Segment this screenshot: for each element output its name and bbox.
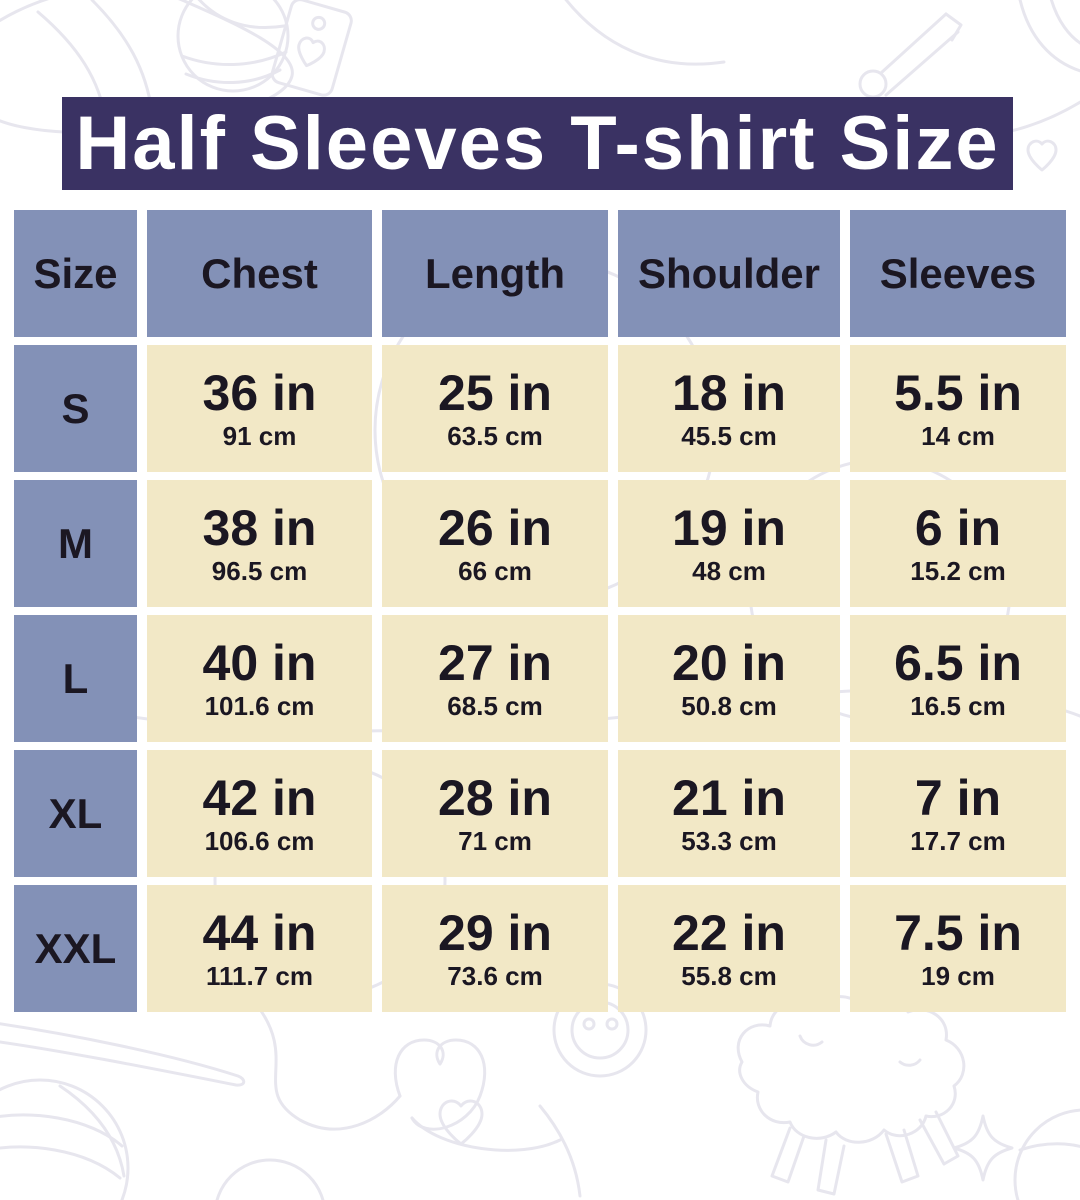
- value-inches: 6 in: [914, 500, 1002, 556]
- value-cm: 15.2 cm: [910, 556, 1006, 586]
- value-cm: 68.5 cm: [447, 691, 543, 721]
- value-cm: 50.8 cm: [681, 691, 777, 721]
- column-header-chest: Chest: [147, 210, 372, 337]
- value-cm: 71 cm: [458, 826, 532, 856]
- value-cm: 14 cm: [921, 421, 995, 451]
- cell-s-sleeves: 5.5 in 14 cm: [850, 345, 1066, 472]
- value-inches: 19 in: [672, 500, 786, 556]
- value-inches: 28 in: [438, 770, 552, 826]
- page-title: Half Sleeves T-shirt Size: [75, 101, 1000, 186]
- row-label-xl: XL: [14, 750, 137, 877]
- value-inches: 29 in: [438, 905, 552, 961]
- cell-xxl-sleeves: 7.5 in 19 cm: [850, 885, 1066, 1012]
- cell-m-chest: 38 in 96.5 cm: [147, 480, 372, 607]
- column-header-length: Length: [382, 210, 608, 337]
- value-cm: 45.5 cm: [681, 421, 777, 451]
- cell-xxl-shoulder: 22 in 55.8 cm: [618, 885, 840, 1012]
- value-cm: 16.5 cm: [910, 691, 1006, 721]
- value-inches: 27 in: [438, 635, 552, 691]
- value-inches: 22 in: [672, 905, 786, 961]
- value-cm: 53.3 cm: [681, 826, 777, 856]
- value-inches: 36 in: [202, 365, 317, 421]
- value-cm: 63.5 cm: [447, 421, 543, 451]
- cell-xxl-chest: 44 in 111.7 cm: [147, 885, 372, 1012]
- value-cm: 101.6 cm: [204, 691, 315, 721]
- column-header-shoulder: Shoulder: [618, 210, 840, 337]
- value-cm: 73.6 cm: [447, 961, 543, 991]
- cell-m-sleeves: 6 in 15.2 cm: [850, 480, 1066, 607]
- cell-l-shoulder: 20 in 50.8 cm: [618, 615, 840, 742]
- value-inches: 20 in: [672, 635, 786, 691]
- row-label-s: S: [14, 345, 137, 472]
- cell-l-sleeves: 6.5 in 16.5 cm: [850, 615, 1066, 742]
- value-cm: 19 cm: [921, 961, 995, 991]
- value-inches: 7.5 in: [894, 905, 1022, 961]
- cell-s-length: 25 in 63.5 cm: [382, 345, 608, 472]
- value-cm: 111.7 cm: [206, 961, 313, 991]
- size-table: Size Chest Length Shoulder Sleeves S 36 …: [14, 210, 1066, 1012]
- value-inches: 5.5 in: [894, 365, 1022, 421]
- row-label-m: M: [14, 480, 137, 607]
- value-inches: 40 in: [202, 635, 317, 691]
- value-inches: 25 in: [438, 365, 552, 421]
- cell-xl-sleeves: 7 in 17.7 cm: [850, 750, 1066, 877]
- cell-xl-shoulder: 21 in 53.3 cm: [618, 750, 840, 877]
- cell-l-length: 27 in 68.5 cm: [382, 615, 608, 742]
- value-inches: 18 in: [672, 365, 786, 421]
- value-inches: 44 in: [202, 905, 317, 961]
- value-inches: 6.5 in: [894, 635, 1022, 691]
- cell-xl-length: 28 in 71 cm: [382, 750, 608, 877]
- column-header-size: Size: [14, 210, 137, 337]
- cell-xxl-length: 29 in 73.6 cm: [382, 885, 608, 1012]
- value-inches: 38 in: [202, 500, 317, 556]
- value-cm: 91 cm: [222, 421, 297, 451]
- cell-m-length: 26 in 66 cm: [382, 480, 608, 607]
- cell-s-chest: 36 in 91 cm: [147, 345, 372, 472]
- cell-xl-chest: 42 in 106.6 cm: [147, 750, 372, 877]
- row-label-l: L: [14, 615, 137, 742]
- row-label-xxl: XXL: [14, 885, 137, 1012]
- value-inches: 21 in: [672, 770, 786, 826]
- cell-m-shoulder: 19 in 48 cm: [618, 480, 840, 607]
- value-inches: 42 in: [202, 770, 317, 826]
- value-inches: 7 in: [914, 770, 1002, 826]
- column-header-sleeves: Sleeves: [850, 210, 1066, 337]
- value-cm: 17.7 cm: [910, 826, 1006, 856]
- title-bar: Half Sleeves T-shirt Size: [62, 97, 1013, 190]
- value-cm: 96.5 cm: [211, 556, 308, 586]
- value-inches: 26 in: [438, 500, 552, 556]
- value-cm: 106.6 cm: [204, 826, 315, 856]
- value-cm: 48 cm: [692, 556, 766, 586]
- value-cm: 66 cm: [458, 556, 532, 586]
- cell-s-shoulder: 18 in 45.5 cm: [618, 345, 840, 472]
- value-cm: 55.8 cm: [681, 961, 777, 991]
- cell-l-chest: 40 in 101.6 cm: [147, 615, 372, 742]
